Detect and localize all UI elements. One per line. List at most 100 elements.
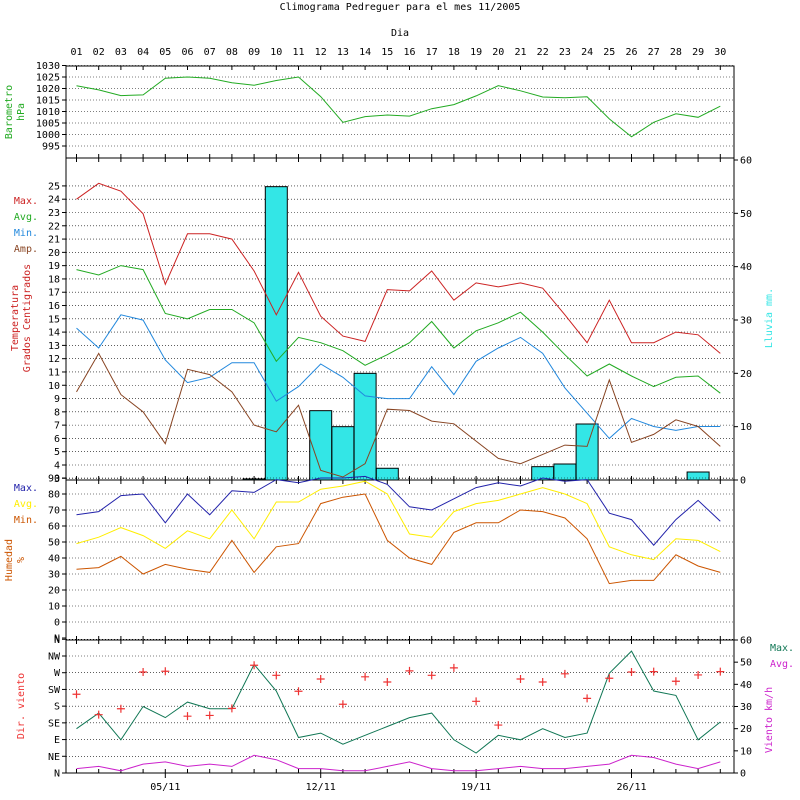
y-tick-label: 0	[54, 618, 60, 629]
y2-tick-label: 30	[740, 702, 752, 713]
day-label: 12	[315, 47, 327, 58]
wind-direction-marker	[205, 711, 214, 720]
y-tick-label: 1000	[36, 130, 60, 141]
y-tick-label: 6	[54, 434, 60, 445]
day-label: 13	[337, 47, 349, 58]
y-axis-label: Lluvia mm.	[764, 288, 775, 348]
y-tick-label: 12	[48, 354, 60, 365]
max-temp-line	[76, 182, 721, 354]
y2-tick-label: 10	[740, 746, 752, 757]
y-tick-label: 13	[48, 341, 60, 352]
week-label: 26/11	[616, 782, 646, 793]
wind-direction-marker	[272, 671, 281, 680]
day-label: 07	[204, 47, 216, 58]
y-tick-label: E	[54, 735, 60, 746]
wind-direction-marker	[405, 666, 414, 675]
y2-tick-label: 50	[740, 209, 752, 220]
y-tick-label: 11	[48, 367, 60, 378]
y-tick-label: N	[54, 635, 60, 646]
wind-direction-marker	[649, 667, 658, 676]
wind-direction-marker	[538, 678, 547, 686]
day-label: 18	[448, 47, 460, 58]
day-label: 29	[692, 47, 704, 58]
y-tick-label: 10	[48, 602, 60, 613]
wind-avg-line	[76, 754, 721, 772]
day-label: 20	[492, 47, 504, 58]
wind-frame	[65, 639, 735, 774]
y2-tick-label: 60	[740, 156, 752, 167]
wind-direction-marker	[427, 671, 436, 680]
y-tick-label: 22	[48, 221, 60, 232]
y-tick-label: 20	[48, 248, 60, 259]
y-axis-label: Humedad	[4, 539, 15, 581]
y2-tick-label: 0	[740, 769, 746, 780]
chart-title: Climograma Pedreguer para el mes 11/2005	[280, 2, 521, 13]
y-tick-label: 8	[54, 407, 60, 418]
y-tick-label: 10	[48, 381, 60, 392]
wind-direction-marker	[449, 663, 458, 672]
y-tick-label: 15	[48, 314, 60, 325]
y-tick-label: 21	[48, 235, 60, 246]
y-tick-label: 60	[48, 522, 60, 533]
day-label: 02	[93, 47, 105, 58]
y2-tick-label: 50	[740, 658, 752, 669]
humidity-frame	[65, 479, 735, 641]
x-axis-title: Dia	[391, 28, 409, 39]
day-label: 15	[381, 47, 393, 58]
y2-tick-label: 20	[740, 369, 752, 380]
legend-item: Max.	[14, 483, 38, 494]
wind-direction-marker	[671, 677, 680, 686]
y-tick-label: 9	[54, 394, 60, 405]
wind-direction-marker	[583, 694, 592, 703]
legend-item: Min.	[14, 515, 38, 526]
y-axis-label: %	[16, 557, 27, 563]
y-tick-label: 1005	[36, 119, 60, 130]
y-tick-label: SW	[48, 685, 61, 696]
y2-tick-label: 0	[740, 476, 746, 487]
y-tick-label: N	[54, 634, 60, 645]
y-tick-label: 70	[48, 506, 60, 517]
y-tick-label: NE	[48, 752, 60, 763]
legend-item: Max.	[14, 196, 38, 207]
wind-direction-marker	[716, 667, 725, 676]
y-axis-label: Viento km/h	[764, 687, 775, 753]
wind-direction-marker	[116, 704, 125, 713]
day-label: 17	[426, 47, 438, 58]
y-tick-label: N	[54, 769, 60, 780]
y-axis-label: Dir. viento	[16, 673, 27, 739]
wind-direction-marker	[494, 721, 503, 730]
wind-direction-marker	[94, 710, 103, 719]
y-tick-label: 1015	[36, 96, 60, 107]
y-axis-label: Temperatura	[10, 285, 21, 351]
humidity-min-line	[76, 493, 721, 585]
y-tick-label: 3	[54, 474, 60, 485]
wind-direction-marker	[227, 704, 236, 713]
y-tick-label: 40	[48, 554, 60, 565]
y-tick-label: 80	[48, 490, 60, 501]
day-label: 22	[537, 47, 549, 58]
y-tick-label: 14	[48, 328, 60, 339]
humidity-avg-line	[76, 480, 721, 561]
day-label: 08	[226, 47, 238, 58]
rain-bar	[686, 471, 710, 481]
temperature-panel: 3 4 5 6 7 8 9 10 11 12 13 14 15 16 17 18 19 20 21 22 23 24 25 0…	[10, 156, 775, 487]
wind-direction-marker	[694, 670, 703, 679]
y-axis-label: Barometro	[4, 85, 15, 139]
wind-panel: N NE E SE S SW W NW N 0 10 20 30 40 50 60 Max. Avg. Dir. v…	[16, 635, 794, 780]
avg-temp-line	[76, 265, 721, 394]
wind-direction-marker	[161, 667, 170, 676]
wind-direction-marker	[183, 712, 192, 721]
day-label: 21	[514, 47, 526, 58]
wind-direction-marker	[560, 669, 569, 678]
legend-item: Max.	[770, 643, 794, 654]
day-label: 01	[70, 47, 82, 58]
wind-direction-marker	[72, 690, 81, 699]
day-label: 05	[159, 47, 171, 58]
y-tick-label: 50	[48, 538, 60, 549]
y-tick-label: S	[54, 702, 60, 713]
day-label: 25	[603, 47, 615, 58]
day-label: 23	[559, 47, 571, 58]
wind-direction-marker	[383, 678, 392, 686]
y-tick-label: 7	[54, 421, 60, 432]
